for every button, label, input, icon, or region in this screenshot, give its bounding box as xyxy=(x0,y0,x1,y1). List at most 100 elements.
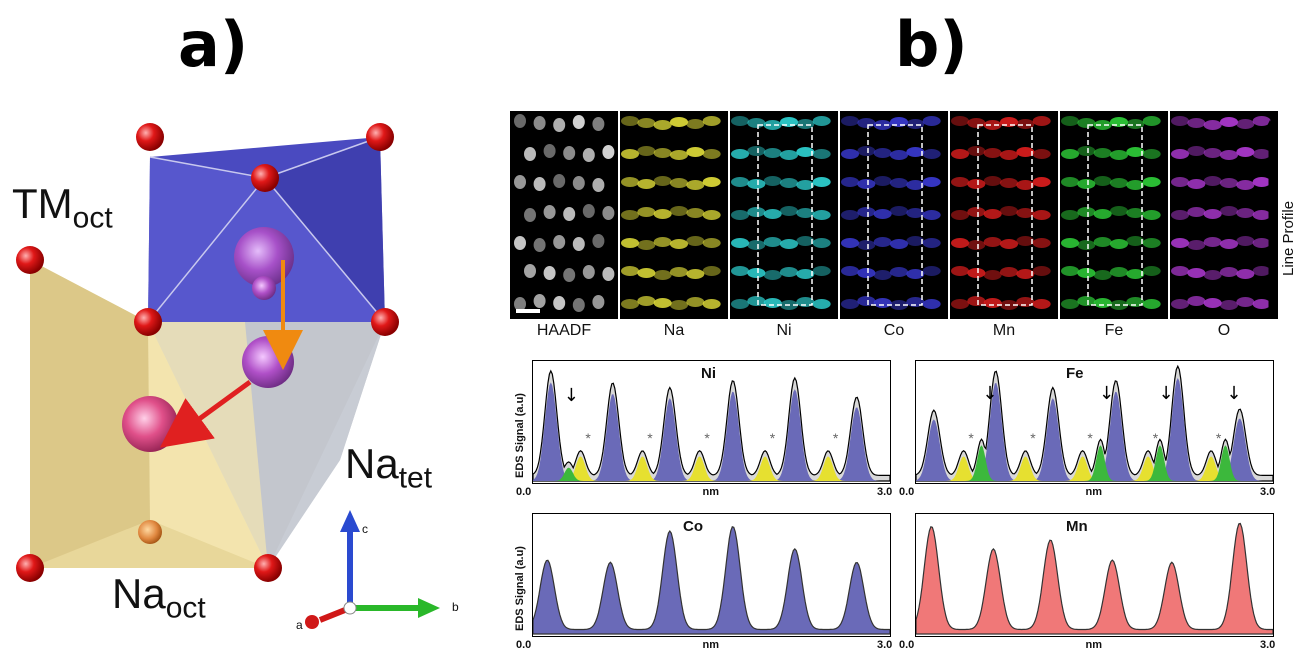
map-dot xyxy=(670,206,688,216)
map-dot xyxy=(1032,149,1051,159)
map-dot xyxy=(1142,116,1161,126)
map-dot xyxy=(533,238,546,252)
map-dot xyxy=(922,266,941,276)
map-dot xyxy=(747,240,766,250)
x-tick-end: 3.0 xyxy=(877,639,893,651)
map-dot xyxy=(731,299,749,309)
map-dot xyxy=(1093,298,1112,308)
map-dot xyxy=(857,296,876,306)
map-dot xyxy=(702,210,721,220)
profile-region-box xyxy=(977,124,1033,306)
map-dot xyxy=(1093,237,1112,247)
map-dot xyxy=(621,177,639,187)
scale-bar xyxy=(516,309,540,313)
line-profile-label: Line Profile xyxy=(1280,200,1297,276)
peak-marker-star: * xyxy=(1087,430,1093,446)
map-dot xyxy=(951,210,969,220)
map-dot xyxy=(1016,119,1035,129)
na-tet-main: Na xyxy=(345,440,399,487)
map-dot xyxy=(1252,266,1271,276)
map-dot xyxy=(653,148,672,158)
map-dot xyxy=(1187,146,1206,156)
map-dot xyxy=(572,176,585,190)
map-dot xyxy=(1252,210,1271,220)
x-tick-start: 0.0 xyxy=(899,639,915,651)
map-dot xyxy=(592,178,605,192)
map-dot xyxy=(796,236,815,246)
map-dot xyxy=(670,178,688,188)
map-dot xyxy=(514,236,526,250)
na-tet-sub: tet xyxy=(398,461,433,495)
eds-map-dots xyxy=(731,116,831,310)
map-dot xyxy=(1171,149,1189,159)
map-dot xyxy=(780,178,798,188)
x-axis-label: nm xyxy=(702,486,720,498)
map-dot xyxy=(1142,238,1161,248)
main-peak xyxy=(916,418,1273,481)
map-dot xyxy=(951,266,969,276)
map-dot xyxy=(1187,240,1206,250)
map-dot xyxy=(592,234,605,248)
eds-map-label-fe: Fe xyxy=(1104,322,1124,339)
tm-oct-sub: oct xyxy=(72,201,113,235)
eds-map-haadf xyxy=(510,111,618,319)
map-dot xyxy=(670,150,688,160)
map-dot xyxy=(731,210,749,220)
map-dot xyxy=(653,209,672,219)
map-dot xyxy=(1203,270,1222,280)
map-dot xyxy=(1142,177,1161,187)
map-dot xyxy=(533,116,546,130)
map-dot xyxy=(812,149,831,159)
map-dot xyxy=(922,238,941,248)
map-dot xyxy=(1126,236,1145,246)
map-dot xyxy=(1220,178,1238,188)
map-dot xyxy=(747,146,766,156)
map-dot xyxy=(702,149,721,159)
main-peak xyxy=(533,389,890,481)
eds-profile-ni: * * * * * ↓ Ni xyxy=(532,360,891,484)
map-dot xyxy=(1171,210,1189,220)
map-dot xyxy=(637,118,656,128)
map-dot xyxy=(731,266,749,276)
map-dot xyxy=(686,180,705,190)
map-dot xyxy=(857,207,876,217)
peak-marker-star: * xyxy=(647,430,653,446)
map-dot xyxy=(686,269,705,279)
eds-map-dots xyxy=(951,116,1051,310)
peak-marker-star: * xyxy=(1030,430,1036,446)
map-dot xyxy=(1187,207,1206,217)
map-dot xyxy=(857,118,876,128)
peak-marker-star: * xyxy=(704,430,710,446)
map-dot xyxy=(890,178,908,188)
x-tick-start: 0.0 xyxy=(899,486,915,498)
x-tick-end: 3.0 xyxy=(877,486,893,498)
map-dot xyxy=(951,177,969,187)
peak-marker-star: * xyxy=(1216,430,1222,446)
map-dot xyxy=(1203,148,1222,158)
eds-map-ni xyxy=(730,111,838,319)
x-axis-label: nm xyxy=(702,639,720,651)
map-dot xyxy=(1220,206,1238,216)
map-dot xyxy=(602,267,615,281)
map-dot xyxy=(951,238,969,248)
map-dot xyxy=(906,147,925,157)
map-dot xyxy=(873,209,892,219)
map-dot xyxy=(1187,118,1206,128)
map-dot xyxy=(763,209,782,219)
map-dot xyxy=(1187,296,1206,306)
map-dot xyxy=(873,176,892,186)
map-dot xyxy=(602,206,615,220)
profile-region-box xyxy=(867,124,923,306)
map-dot xyxy=(983,120,1002,130)
map-dot xyxy=(1016,180,1035,190)
map-dot xyxy=(1203,209,1222,219)
eds-profile-mn: Mn xyxy=(915,513,1274,637)
map-dot xyxy=(1032,177,1051,187)
map-dot xyxy=(796,180,815,190)
map-dot xyxy=(553,174,566,188)
map-dot xyxy=(857,240,876,250)
map-dot xyxy=(1126,147,1145,157)
map-dot xyxy=(873,237,892,247)
eds-map-label-co: Co xyxy=(883,322,905,339)
map-dot xyxy=(702,266,721,276)
